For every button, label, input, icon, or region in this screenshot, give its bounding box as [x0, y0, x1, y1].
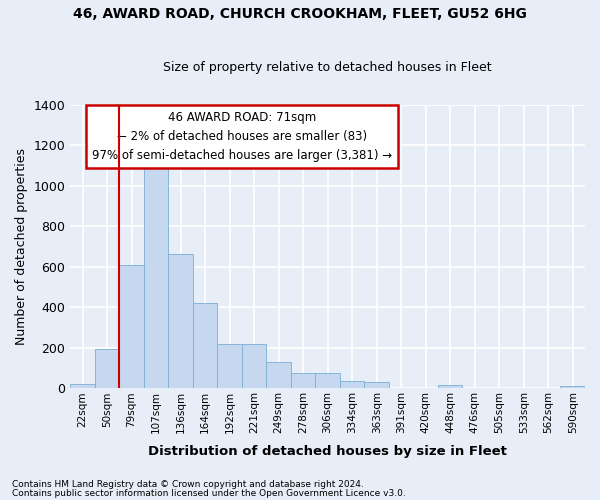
X-axis label: Distribution of detached houses by size in Fleet: Distribution of detached houses by size …	[148, 444, 507, 458]
Bar	[266, 362, 291, 388]
Bar	[242, 344, 266, 389]
Bar	[340, 381, 364, 388]
Bar	[438, 386, 463, 388]
Bar	[316, 374, 340, 388]
Y-axis label: Number of detached properties: Number of detached properties	[15, 148, 28, 345]
Bar	[95, 349, 119, 389]
Text: 46 AWARD ROAD: 71sqm
← 2% of detached houses are smaller (83)
97% of semi-detach: 46 AWARD ROAD: 71sqm ← 2% of detached ho…	[92, 111, 392, 162]
Text: Contains HM Land Registry data © Crown copyright and database right 2024.: Contains HM Land Registry data © Crown c…	[12, 480, 364, 489]
Title: Size of property relative to detached houses in Fleet: Size of property relative to detached ho…	[163, 62, 492, 74]
Text: 46, AWARD ROAD, CHURCH CROOKHAM, FLEET, GU52 6HG: 46, AWARD ROAD, CHURCH CROOKHAM, FLEET, …	[73, 8, 527, 22]
Text: Contains public sector information licensed under the Open Government Licence v3: Contains public sector information licen…	[12, 489, 406, 498]
Bar	[119, 265, 144, 388]
Bar	[217, 344, 242, 389]
Bar	[144, 164, 169, 388]
Bar	[291, 374, 316, 388]
Bar	[364, 382, 389, 388]
Bar	[193, 304, 217, 388]
Bar	[70, 384, 95, 388]
Bar	[169, 254, 193, 388]
Bar	[560, 386, 585, 388]
